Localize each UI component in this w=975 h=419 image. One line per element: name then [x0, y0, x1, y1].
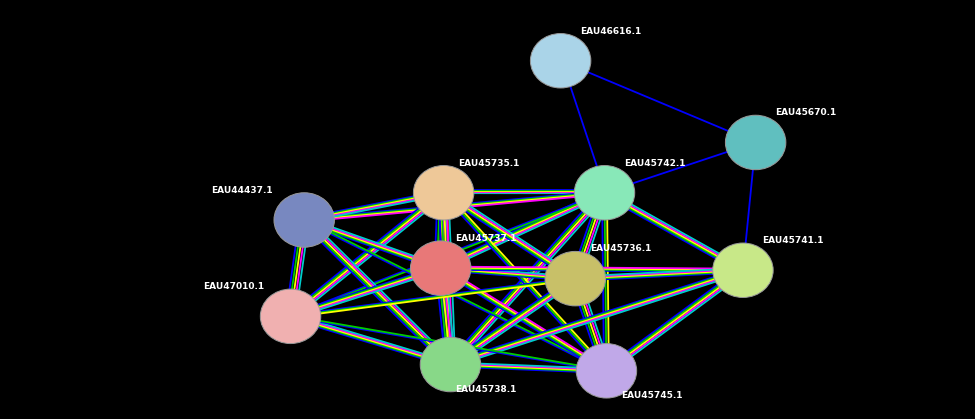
Text: EAU45745.1: EAU45745.1: [621, 391, 682, 400]
Ellipse shape: [530, 34, 591, 88]
Text: EAU45737.1: EAU45737.1: [455, 234, 517, 243]
Ellipse shape: [574, 166, 635, 220]
Ellipse shape: [576, 344, 637, 398]
Text: EAU45741.1: EAU45741.1: [762, 236, 824, 245]
Ellipse shape: [410, 241, 471, 295]
Text: EAU45736.1: EAU45736.1: [590, 245, 651, 253]
Ellipse shape: [260, 289, 321, 344]
Text: EAU45742.1: EAU45742.1: [624, 159, 685, 168]
Ellipse shape: [545, 251, 605, 306]
Text: EAU47010.1: EAU47010.1: [203, 282, 264, 291]
Text: EAU46616.1: EAU46616.1: [580, 27, 642, 36]
Ellipse shape: [274, 193, 334, 247]
Text: EAU45738.1: EAU45738.1: [455, 385, 517, 394]
Ellipse shape: [713, 243, 773, 297]
Ellipse shape: [420, 337, 481, 392]
Text: EAU45670.1: EAU45670.1: [775, 109, 837, 117]
Text: EAU45735.1: EAU45735.1: [458, 159, 520, 168]
Ellipse shape: [413, 166, 474, 220]
Ellipse shape: [725, 115, 786, 170]
Text: EAU44437.1: EAU44437.1: [212, 186, 273, 195]
